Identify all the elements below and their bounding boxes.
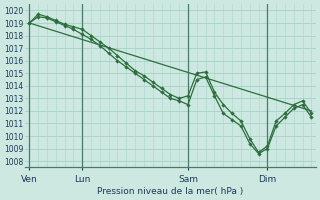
X-axis label: Pression niveau de la mer( hPa ): Pression niveau de la mer( hPa ) — [97, 187, 244, 196]
